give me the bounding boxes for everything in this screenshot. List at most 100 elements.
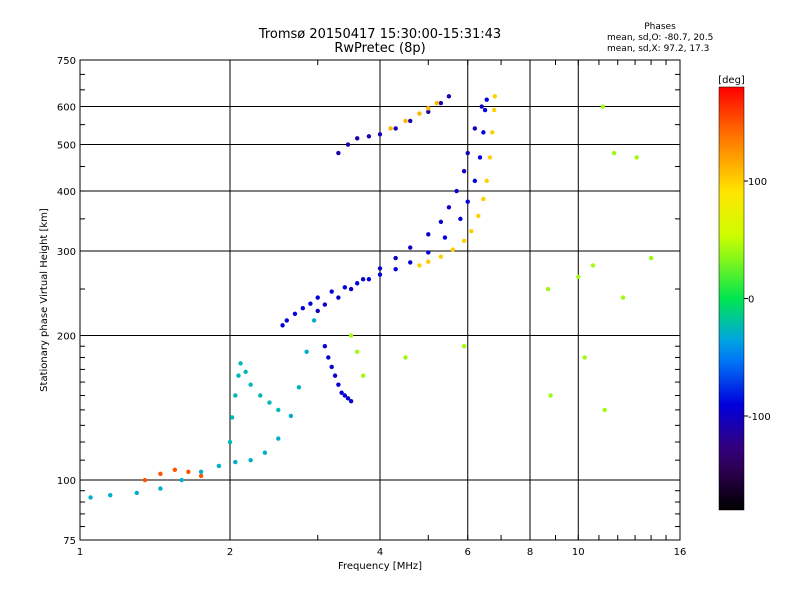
data-point (158, 471, 163, 477)
x-tick-label: 16 (674, 547, 687, 558)
data-point (366, 277, 372, 282)
data-point (329, 364, 334, 370)
y-tick-label: 600 (57, 103, 76, 114)
data-point (233, 459, 238, 465)
data-point (366, 134, 372, 139)
data-point (476, 213, 481, 219)
data-point (315, 295, 320, 300)
data-point (648, 255, 654, 261)
y-tick-label: 400 (57, 187, 76, 198)
data-point (434, 100, 439, 106)
data-point (403, 118, 408, 124)
data-point (292, 311, 298, 316)
data-point (336, 295, 341, 300)
data-point (88, 495, 93, 500)
data-point (186, 469, 191, 475)
data-point (611, 150, 617, 156)
data-point (172, 467, 178, 473)
data-point (479, 104, 484, 109)
data-point (345, 142, 351, 147)
data-point (602, 407, 607, 413)
data-point (634, 155, 639, 160)
colorbar-label: [deg] (718, 75, 745, 86)
data-point (620, 295, 626, 300)
data-point (461, 168, 467, 174)
data-point (108, 492, 113, 498)
data-point (576, 274, 581, 280)
data-point (438, 254, 444, 259)
data-point (360, 277, 366, 282)
data-point (472, 126, 478, 131)
data-point (308, 301, 313, 306)
data-point (458, 216, 463, 222)
y-tick-label: 200 (57, 332, 76, 343)
data-point (461, 344, 467, 349)
data-point (426, 109, 431, 114)
data-point (417, 263, 422, 268)
data-point (227, 439, 233, 445)
data-point (360, 373, 366, 378)
data-point (426, 259, 431, 264)
data-point (339, 390, 344, 395)
data-point (426, 250, 431, 255)
x-tick-label: 8 (527, 547, 533, 558)
data-point (238, 361, 243, 366)
data-point (233, 393, 238, 398)
phases-heading: Phases (644, 22, 676, 32)
data-point (280, 323, 285, 328)
data-point (487, 155, 493, 160)
x-tick-label: 10 (572, 547, 585, 558)
x-axis-label: Frequency [MHz] (338, 561, 422, 572)
data-point (342, 285, 348, 290)
data-point (354, 349, 360, 354)
data-point (582, 355, 587, 360)
data-point (393, 255, 398, 261)
data-point (377, 272, 383, 277)
data-point (284, 318, 289, 323)
data-point (426, 232, 431, 237)
data-point (142, 477, 148, 483)
data-point (388, 126, 393, 131)
data-point (461, 238, 467, 244)
data-point (446, 205, 452, 210)
data-point (590, 263, 596, 268)
data-point (548, 393, 553, 398)
data-point (446, 94, 452, 99)
data-point (326, 355, 331, 360)
data-point (472, 178, 478, 184)
colorbar-tick-label: 100 (748, 177, 767, 188)
data-point (248, 457, 253, 463)
data-point (393, 126, 398, 131)
stat-x-mode: mean, sd,X: 97.2, 17.3 (607, 44, 710, 54)
data-point (304, 349, 309, 354)
data-point (322, 344, 328, 349)
data-point (492, 94, 498, 99)
data-point (332, 373, 338, 378)
data-point (336, 382, 341, 387)
data-point (438, 100, 444, 106)
data-point (229, 415, 235, 420)
data-point (426, 106, 431, 111)
data-point (454, 188, 459, 194)
data-point (417, 111, 422, 116)
data-point (377, 266, 383, 271)
data-point (408, 260, 413, 265)
data-point (408, 118, 413, 124)
data-point (322, 302, 328, 307)
y-tick-label: 100 (57, 476, 76, 487)
data-point (258, 393, 263, 398)
data-point (393, 266, 398, 272)
data-point (216, 463, 222, 469)
y-tick-label: 750 (57, 56, 76, 67)
data-point (481, 196, 486, 202)
data-point (243, 369, 248, 375)
data-point (300, 306, 306, 311)
data-point (354, 281, 360, 286)
colorbar (718, 86, 745, 511)
data-point (134, 490, 139, 496)
data-point (469, 228, 474, 234)
x-tick-label: 6 (465, 547, 471, 558)
data-point (267, 400, 272, 405)
y-tick-label: 300 (57, 247, 76, 258)
data-point (600, 104, 606, 109)
